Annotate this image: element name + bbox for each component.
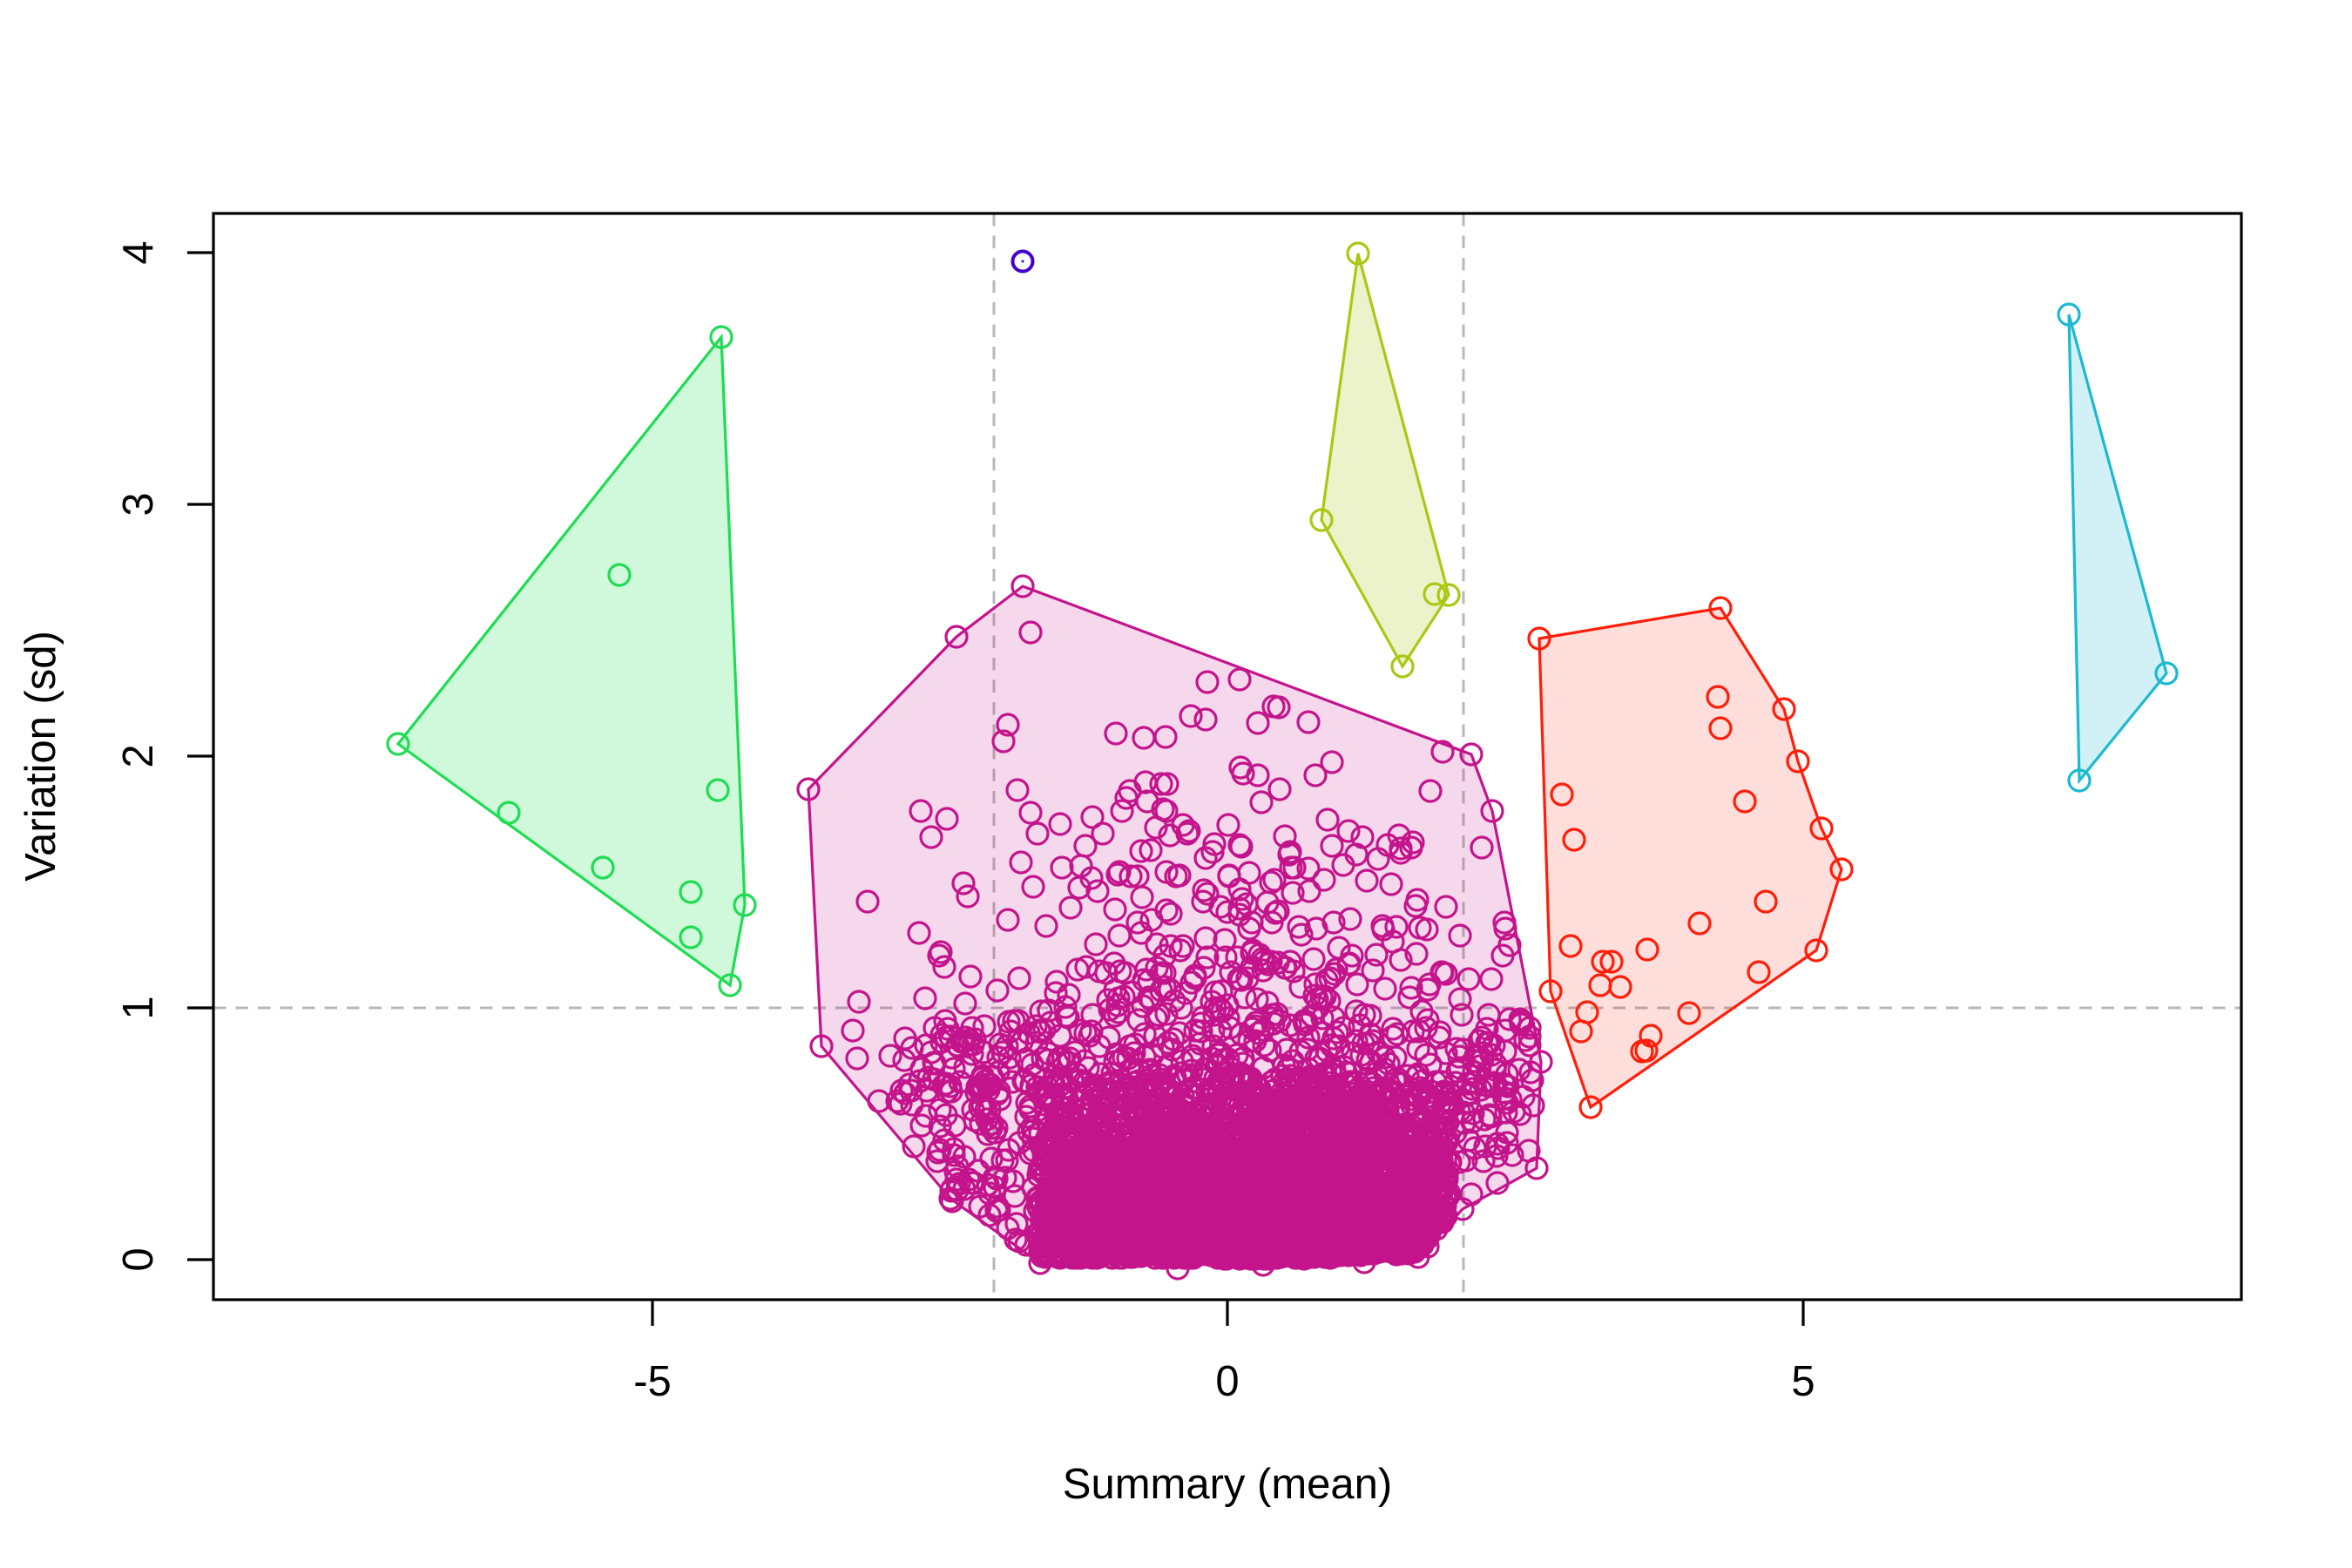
- svg-text:0: 0: [115, 1247, 162, 1271]
- svg-text:1: 1: [115, 996, 162, 1019]
- svg-text:-5: -5: [633, 1358, 672, 1405]
- svg-text:2: 2: [115, 744, 162, 767]
- svg-text:3: 3: [115, 492, 162, 516]
- svg-text:Summary (mean): Summary (mean): [1063, 1461, 1392, 1508]
- svg-text:0: 0: [1215, 1358, 1239, 1405]
- svg-text:5: 5: [1791, 1358, 1815, 1405]
- svg-text:4: 4: [115, 240, 162, 264]
- svg-text:Variation (sd): Variation (sd): [17, 631, 64, 882]
